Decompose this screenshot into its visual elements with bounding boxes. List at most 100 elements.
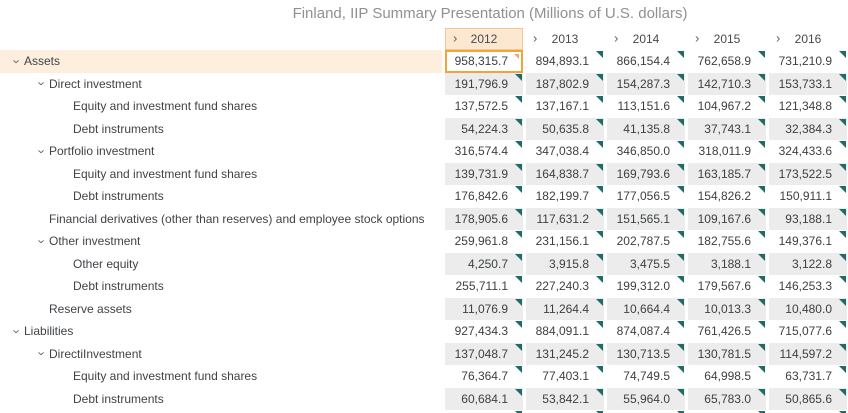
row-label-cell[interactable]: › Other investment xyxy=(0,230,442,253)
data-cell[interactable] xyxy=(607,410,685,413)
row-label-cell[interactable]: Equity and investment fund shares xyxy=(0,365,442,388)
row-collapse-chevron-icon[interactable]: › xyxy=(9,329,25,334)
data-cell[interactable]: 182,755.6 xyxy=(688,230,766,253)
row-label-cell[interactable]: Equity and investment fund shares xyxy=(0,163,442,186)
data-cell[interactable]: 154,287.3 xyxy=(607,72,685,95)
data-cell[interactable]: 121,348.8 xyxy=(769,95,847,118)
data-cell[interactable] xyxy=(688,410,766,413)
data-cell[interactable]: 227,240.3 xyxy=(526,275,604,298)
data-cell[interactable]: 169,793.6 xyxy=(607,162,685,185)
data-cell[interactable]: 41,135.8 xyxy=(607,117,685,140)
data-cell[interactable]: 50,865.6 xyxy=(769,387,847,410)
data-cell[interactable]: 63,731.7 xyxy=(769,365,847,388)
row-label-cell[interactable]: Reserve assets xyxy=(0,298,442,321)
data-cell[interactable]: 164,838.7 xyxy=(526,162,604,185)
data-cell[interactable]: 137,048.7 xyxy=(445,342,523,365)
data-cell[interactable]: 10,664.4 xyxy=(607,297,685,320)
row-label-cell[interactable]: › Direct investment xyxy=(0,73,442,96)
row-collapse-chevron-icon[interactable]: › xyxy=(34,239,50,244)
row-label-cell[interactable]: › DirectiInvestment xyxy=(0,343,442,366)
data-cell[interactable]: 60,684.1 xyxy=(445,387,523,410)
data-cell[interactable]: 54,224.3 xyxy=(445,117,523,140)
data-cell[interactable]: 163,185.7 xyxy=(688,162,766,185)
row-label-cell[interactable]: Debt instruments xyxy=(0,388,442,411)
data-cell[interactable]: 176,842.6 xyxy=(445,185,523,208)
data-cell[interactable]: 109,167.6 xyxy=(688,207,766,230)
column-expand-chevron-icon[interactable]: › xyxy=(776,30,781,46)
data-cell[interactable]: 3,915.8 xyxy=(526,252,604,275)
data-cell[interactable]: 179,567.6 xyxy=(688,275,766,298)
data-cell[interactable]: 3,188.1 xyxy=(688,252,766,275)
data-cell[interactable]: 10,013.3 xyxy=(688,297,766,320)
data-cell[interactable]: 64,998.5 xyxy=(688,365,766,388)
data-cell[interactable]: 74,749.5 xyxy=(607,365,685,388)
data-cell[interactable]: 199,312.0 xyxy=(607,275,685,298)
data-cell[interactable]: 153,733.1 xyxy=(769,72,847,95)
data-cell[interactable]: 178,905.6 xyxy=(445,207,523,230)
data-cell[interactable]: 77,403.1 xyxy=(526,365,604,388)
data-cell[interactable]: 154,826.2 xyxy=(688,185,766,208)
data-cell[interactable]: 324,433.6 xyxy=(769,140,847,163)
data-cell[interactable]: 150,911.1 xyxy=(769,185,847,208)
data-cell[interactable]: 131,245.2 xyxy=(526,342,604,365)
data-cell[interactable] xyxy=(526,410,604,413)
year-column-header[interactable]: › 2016 xyxy=(769,28,847,50)
row-label-cell[interactable]: Debt instruments xyxy=(0,275,442,298)
data-cell[interactable]: 137,167.1 xyxy=(526,95,604,118)
data-cell[interactable]: 104,967.2 xyxy=(688,95,766,118)
data-cell[interactable]: 146,253.3 xyxy=(769,275,847,298)
data-cell[interactable]: 53,842.1 xyxy=(526,387,604,410)
row-collapse-chevron-icon[interactable]: › xyxy=(9,59,25,64)
row-label-cell[interactable]: › Assets xyxy=(0,50,442,73)
data-cell[interactable]: 316,574.4 xyxy=(445,140,523,163)
data-cell[interactable]: 10,480.0 xyxy=(769,297,847,320)
data-cell[interactable] xyxy=(769,410,847,413)
data-cell[interactable]: 874,087.4 xyxy=(607,320,685,343)
row-label-cell[interactable]: Debt instruments xyxy=(0,118,442,141)
data-cell[interactable]: 142,710.3 xyxy=(688,72,766,95)
column-expand-chevron-icon[interactable]: › xyxy=(533,30,538,46)
year-column-header[interactable]: › 2014 xyxy=(607,28,685,50)
column-expand-chevron-icon[interactable]: › xyxy=(614,30,619,46)
data-cell[interactable]: 255,711.1 xyxy=(445,275,523,298)
data-cell[interactable]: 731,210.9 xyxy=(769,50,847,73)
year-column-header[interactable]: › 2015 xyxy=(688,28,766,50)
column-expand-chevron-icon[interactable]: › xyxy=(695,30,700,46)
data-cell[interactable]: 130,713.5 xyxy=(607,342,685,365)
data-cell[interactable]: 76,364.7 xyxy=(445,365,523,388)
data-cell[interactable]: 958,315.7 xyxy=(445,50,523,73)
data-cell[interactable]: 346,850.0 xyxy=(607,140,685,163)
data-cell[interactable] xyxy=(445,410,523,413)
data-cell[interactable]: 866,154.4 xyxy=(607,50,685,73)
data-cell[interactable]: 50,635.8 xyxy=(526,117,604,140)
data-cell[interactable]: 55,964.0 xyxy=(607,387,685,410)
row-label-cell[interactable]: › Liabilities xyxy=(0,320,442,343)
data-cell[interactable]: 149,376.1 xyxy=(769,230,847,253)
data-cell[interactable]: 182,199.7 xyxy=(526,185,604,208)
data-cell[interactable]: 11,076.9 xyxy=(445,297,523,320)
data-cell[interactable]: 762,658.9 xyxy=(688,50,766,73)
data-cell[interactable]: 32,384.3 xyxy=(769,117,847,140)
data-cell[interactable]: 884,091.1 xyxy=(526,320,604,343)
year-column-header[interactable]: › 2012 xyxy=(445,28,523,50)
data-cell[interactable]: 65,783.0 xyxy=(688,387,766,410)
row-label-cell[interactable]: Equity and investment fund shares xyxy=(0,95,442,118)
data-cell[interactable]: 173,522.5 xyxy=(769,162,847,185)
data-cell[interactable]: 894,893.1 xyxy=(526,50,604,73)
data-cell[interactable]: 114,597.2 xyxy=(769,342,847,365)
row-label-cell[interactable]: › Portfolio investment xyxy=(0,140,442,163)
row-label-cell[interactable]: Other equity xyxy=(0,253,442,276)
data-cell[interactable]: 113,151.6 xyxy=(607,95,685,118)
row-label-cell[interactable]: Debt instruments xyxy=(0,185,442,208)
row-collapse-chevron-icon[interactable]: › xyxy=(34,351,50,356)
data-cell[interactable]: 191,796.9 xyxy=(445,72,523,95)
column-expand-chevron-icon[interactable]: › xyxy=(453,30,458,46)
data-cell[interactable]: 117,631.2 xyxy=(526,207,604,230)
data-cell[interactable]: 318,011.9 xyxy=(688,140,766,163)
data-cell[interactable]: 4,250.7 xyxy=(445,252,523,275)
data-cell[interactable]: 37,743.1 xyxy=(688,117,766,140)
row-label-cell[interactable]: Financial derivatives (other than reserv… xyxy=(0,208,442,231)
data-cell[interactable]: 202,787.5 xyxy=(607,230,685,253)
data-cell[interactable]: 93,188.1 xyxy=(769,207,847,230)
data-cell[interactable]: 137,572.5 xyxy=(445,95,523,118)
